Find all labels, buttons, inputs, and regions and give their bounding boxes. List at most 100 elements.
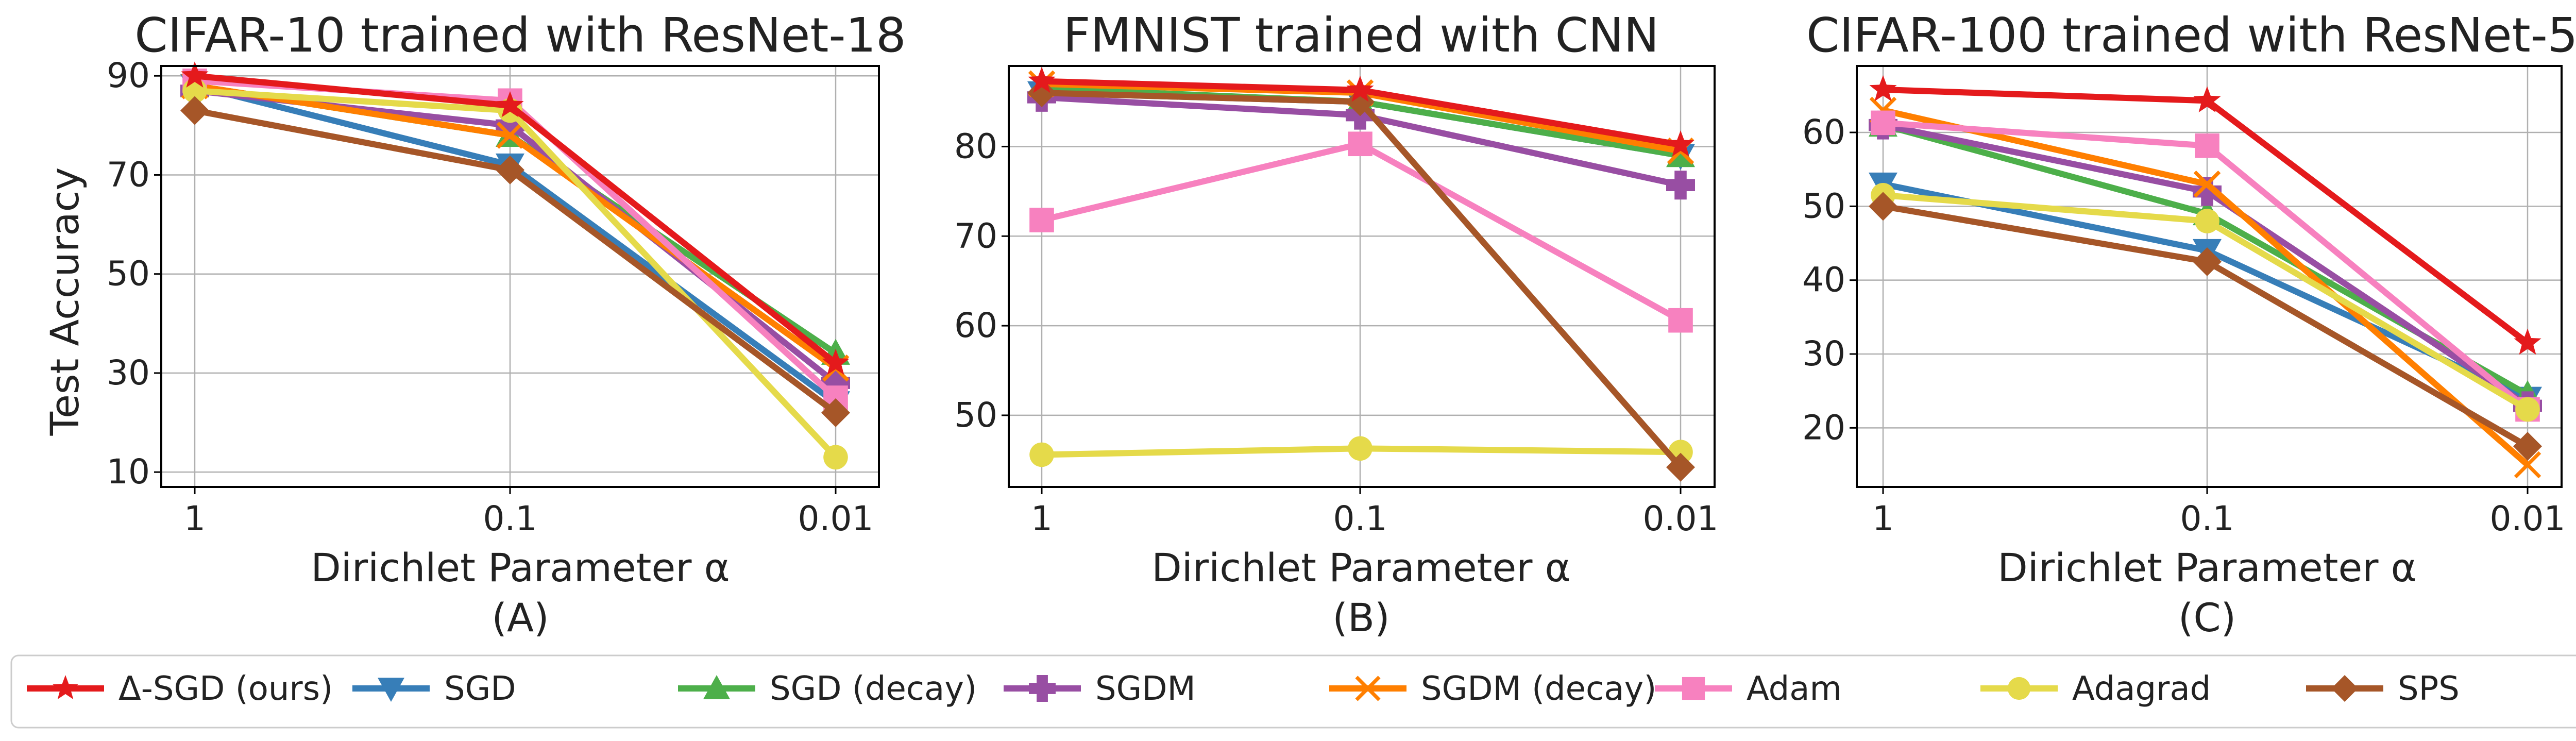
panel-b-x-tick-label: 0.1 (1333, 499, 1387, 538)
legend-label: Adagrad (2072, 670, 2211, 708)
panel-c-point-delta_sgd (2193, 86, 2221, 112)
panel-b-ticks: 50 60 70 80 1 0.1 0.01 (954, 126, 1718, 538)
legend-label: Adam (1747, 670, 1842, 708)
panel-c-point-delta_sgd (2514, 328, 2541, 355)
legend-marker-sps (2331, 675, 2358, 702)
panel-c: CIFAR-100 trained with ResNet-50 20 30 40 5… (1802, 8, 2576, 641)
legend-item-delta_sgd: Δ-SGD (ours) (27, 670, 333, 708)
legend-marker-adam (1682, 677, 1705, 700)
panel-c-point-delta_sgd (1869, 75, 1897, 102)
legend-item-sgdm_decay: SGDM (decay) (1329, 670, 1656, 708)
panel-b-point-sps (1027, 78, 1056, 108)
legend-item-sgd: SGD (352, 670, 516, 708)
legend-marker-sgd (378, 678, 404, 702)
panel-b-point-sgdm (1666, 171, 1695, 200)
panel-b-y-tick-label: 70 (954, 216, 997, 256)
panel-b-point-adagrad (1029, 442, 1054, 467)
panel-b-point-delta_sgd (1028, 66, 1056, 93)
panel-c-y-tick-label: 50 (1802, 186, 1845, 226)
panel-c-frame (1856, 65, 2563, 488)
panel-b: FMNIST trained with CNN 50 60 70 80 1 0.1 0.01… (954, 8, 1718, 641)
legend-item-sps: SPS (2306, 670, 2460, 708)
legend-marker-sgdm_decay (1355, 676, 1381, 701)
panel-c-y-tick-label: 30 (1802, 334, 1845, 374)
panel-c-y-tick-label: 60 (1802, 112, 1845, 152)
panel-b-point-sps (1346, 87, 1375, 116)
legend-label: SPS (2398, 670, 2460, 708)
legend-marker-sgdm (1029, 675, 1056, 702)
panel-a-point-adagrad (823, 445, 848, 470)
panel-b-series-line-adam (1041, 141, 1682, 323)
legend-label: SGDM (decay) (1421, 670, 1656, 708)
panel-b-point-delta_sgd (1346, 75, 1374, 102)
panel-b-series (1027, 66, 1695, 482)
panel-a-point-delta_sgd (181, 61, 209, 88)
panel-c-series (1869, 75, 2542, 479)
legend-marker-sgd_decay (703, 675, 730, 699)
legend: Δ-SGD (ours) SGD SGD (decay) SGDM SGDM (deca… (10, 654, 2576, 729)
legend-label: SGD (decay) (770, 670, 977, 708)
panel-a-label: (A) (492, 595, 549, 641)
panel-c-point-adagrad (2195, 209, 2219, 233)
panel-a-frame (160, 65, 880, 488)
panel-a-point-sps (180, 96, 209, 125)
legend-item-adam: Adam (1655, 670, 1842, 708)
panel-c-point-adagrad (2515, 397, 2540, 422)
panel-a-point-sgdm (821, 368, 850, 398)
panel-b-y-tick-label: 50 (954, 395, 997, 435)
panel-c-y-tick-label: 20 (1802, 408, 1845, 447)
panel-c-x-tick-label: 1 (1872, 499, 1894, 538)
legend-item-sgdm: SGDM (1004, 670, 1196, 708)
panel-b-point-adam (1029, 208, 1054, 232)
panel-a-point-delta_sgd (496, 91, 524, 117)
panel-c-point-sgdm (2193, 177, 2222, 206)
panel-a: CIFAR-10 trained with ResNet-18 Test Acc… (42, 8, 906, 641)
legend-label: SGD (444, 670, 516, 708)
panel-c-point-adam (2195, 133, 2219, 158)
panel-c-point-sgdm_decay (2193, 171, 2221, 198)
panel-a-y-tick-label: 30 (107, 353, 150, 393)
panel-c-x-tick-label: 0.01 (2490, 499, 2566, 538)
panel-c-x-axis-label: Dirichlet Parameter α (1997, 545, 2416, 591)
panel-c-point-sgdm_decay (2514, 451, 2541, 479)
panel-a-y-axis-label: Test Accuracy (42, 167, 88, 436)
panel-b-point-sps (1666, 452, 1695, 482)
panel-c-point-sps (2513, 432, 2542, 461)
panel-b-x-tick-label: 1 (1031, 499, 1053, 538)
panel-b-frame (1008, 65, 1716, 488)
legend-marker-delta_sgd (53, 675, 78, 699)
panel-b-point-adagrad (1348, 436, 1372, 461)
panel-a-point-sps (821, 398, 850, 427)
panel-c-label: (C) (2178, 595, 2236, 641)
panel-a-point-sgdm_decay (496, 122, 524, 149)
panel-a-x-tick-label: 0.1 (483, 499, 537, 538)
panel-b-y-tick-label: 60 (954, 306, 997, 345)
panel-c-ticks: 20 30 40 50 60 1 0.1 0.01 (1802, 112, 2565, 538)
panel-a-point-delta_sgd (822, 348, 850, 375)
panel-a-series (180, 61, 850, 470)
panel-b-y-tick-label: 80 (954, 126, 997, 166)
legend-label: Δ-SGD (ours) (118, 670, 333, 708)
legend-items: Δ-SGD (ours) SGD SGD (decay) SGDM SGDM (deca… (27, 670, 2460, 708)
panel-c-series-line-sgdm_decay (1882, 107, 2530, 467)
panel-c-point-sps (1869, 192, 1897, 221)
panel-a-point-sps (496, 155, 524, 184)
panel-a-title: CIFAR-10 trained with ResNet-18 (134, 8, 906, 63)
legend-label: SGDM (1095, 670, 1196, 708)
panel-a-x-axis-label: Dirichlet Parameter α (311, 545, 730, 591)
panel-c-point-sps (2193, 247, 2222, 276)
panel-a-y-tick-label: 70 (107, 155, 150, 194)
legend-item-sgd_decay: SGD (decay) (678, 670, 977, 708)
panel-b-point-delta_sgd (1667, 130, 1694, 157)
panel-b-x-tick-label: 0.01 (1643, 499, 1719, 538)
panel-c-point-adam (1871, 110, 1895, 136)
panel-a-y-tick-label: 90 (107, 56, 150, 95)
panel-a-x-tick-label: 1 (184, 499, 206, 538)
panel-b-point-adam (1668, 308, 1693, 333)
panel-a-ticks: 10 30 50 70 90 1 0.1 0.01 (107, 56, 873, 538)
panel-b-x-axis-label: Dirichlet Parameter α (1151, 545, 1570, 591)
panel-a-point-sgdm (496, 111, 524, 140)
panel-b-label: (B) (1332, 595, 1389, 641)
panel-a-x-tick-label: 0.01 (798, 499, 874, 538)
legend-item-adagrad: Adagrad (1980, 670, 2211, 708)
